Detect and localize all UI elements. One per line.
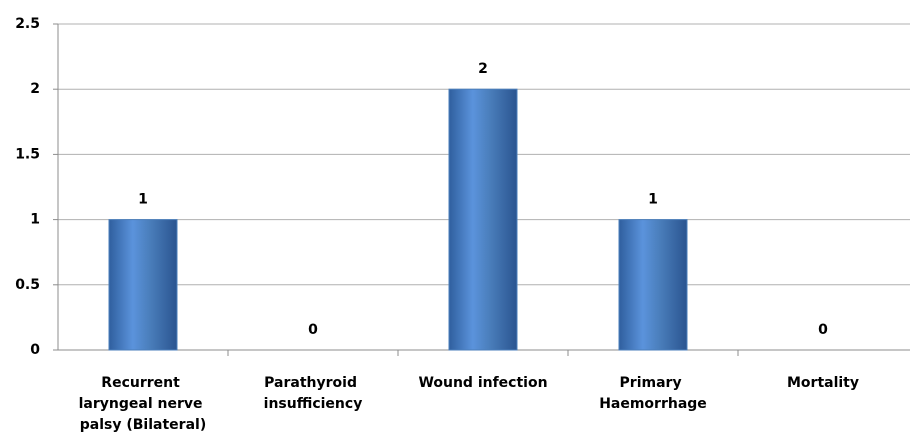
data-label: 1 (138, 192, 148, 208)
bar (618, 219, 688, 351)
data-label: 1 (648, 192, 658, 208)
x-tick-label: Wound infection (418, 375, 547, 391)
data-label: 2 (478, 61, 488, 77)
x-tick-label: Mortality (787, 375, 859, 391)
bar (448, 88, 518, 351)
y-tick-label: 1.5 (15, 146, 40, 162)
data-label: 0 (308, 322, 318, 338)
x-tick-label: Primary Haemorrhage (599, 375, 707, 412)
x-tick-label: Parathyroid insufficiency (264, 375, 363, 412)
y-tick-label: 2.5 (15, 16, 40, 32)
x-tick-label: Recurrent laryngeal nerve palsy (Bilater… (79, 375, 208, 433)
y-tick-label: 1 (30, 212, 40, 228)
y-tick-label: 0 (30, 342, 40, 358)
data-label: 0 (818, 322, 828, 338)
bar (108, 219, 178, 351)
y-tick-label: 2 (30, 81, 40, 97)
y-tick-label: 0.5 (15, 277, 40, 293)
